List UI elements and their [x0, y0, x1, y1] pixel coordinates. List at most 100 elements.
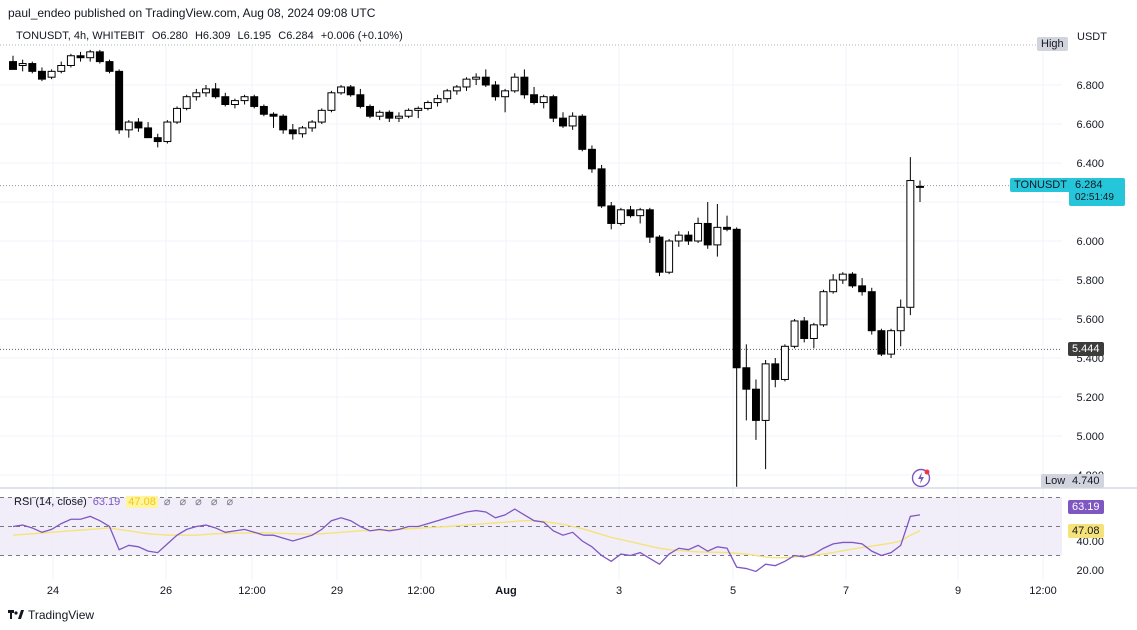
publisher-line: paul_endeo published on TradingView.com,…: [8, 6, 376, 20]
rsi-legend: RSI (14, close) 63.19 47.08 ⌀ ⌀ ⌀ ⌀ ⌀: [14, 495, 236, 508]
candle-body: [366, 105, 374, 117]
candle-body: [153, 137, 162, 143]
candle-body: [346, 86, 355, 96]
countdown: 02:51:49: [1075, 192, 1114, 203]
candle-body: [37, 70, 46, 80]
candle-body: [549, 96, 558, 119]
candle-body: [443, 90, 452, 100]
candle-body: [867, 291, 876, 332]
candle-body: [9, 61, 17, 70]
candle-body: [163, 121, 172, 143]
candle-body: [674, 234, 683, 242]
candle-body: [134, 121, 143, 129]
candle-body: [530, 94, 539, 104]
low-tag: Low: [1041, 474, 1070, 488]
candle-body: [829, 279, 838, 293]
candle-body: [501, 90, 510, 98]
candle-body: [385, 111, 394, 119]
price-tick-label: 6.800: [1076, 80, 1104, 92]
candle-body: [240, 96, 249, 102]
rsi-legend-dots: ⌀ ⌀ ⌀ ⌀ ⌀: [163, 496, 237, 508]
candle-body: [221, 96, 230, 105]
last-price-box: 6.284 02:51:49: [1069, 178, 1125, 206]
candle-body: [250, 96, 259, 107]
rsi-tick-label: 40.00: [1076, 536, 1104, 548]
candle-body: [877, 330, 886, 355]
candle-body: [607, 205, 616, 224]
candle-body: [539, 96, 548, 104]
candle-body: [18, 63, 27, 66]
candle-body: [288, 129, 297, 135]
candle-body: [76, 55, 85, 59]
time-tick-label: Aug: [495, 585, 516, 597]
rsi-line: [12, 508, 921, 573]
candle-body: [308, 121, 317, 129]
time-tick-label: 3: [616, 585, 622, 597]
price-tick-label: 5.600: [1076, 314, 1104, 326]
candle-body: [510, 76, 519, 92]
candle-body: [559, 117, 567, 127]
price-tick-label: 5.000: [1076, 431, 1104, 443]
currency-label[interactable]: USDT: [1077, 31, 1107, 43]
candle-body: [771, 363, 780, 380]
candle-body: [375, 111, 384, 117]
brand-footer: TradingView: [8, 608, 94, 622]
candle-body: [481, 76, 490, 86]
time-tick-label: 24: [47, 585, 59, 597]
candle-body: [616, 209, 625, 224]
symbol-tag: TONUSDT: [1010, 178, 1071, 192]
candle-body: [665, 240, 674, 273]
candle-body: [202, 88, 210, 94]
lightning-icon[interactable]: [911, 468, 931, 488]
candle-body: [896, 306, 905, 332]
time-tick-label: 5: [730, 585, 736, 597]
rsi-label[interactable]: RSI (14, close): [14, 496, 87, 508]
candle-body: [742, 367, 751, 390]
candle-body: [327, 92, 336, 111]
candle-body: [732, 228, 741, 369]
symbol-legend: TONUSDT, 4h, WHITEBIT O6.280 H6.309 L6.1…: [16, 30, 407, 42]
price-tick-label: 6.400: [1076, 158, 1104, 170]
candle-body: [916, 185, 924, 188]
time-tick-label: 12:00: [238, 585, 266, 597]
candle-body: [86, 51, 95, 59]
candle-body: [819, 291, 828, 326]
candle-body: [144, 127, 153, 139]
candle-body: [809, 324, 818, 340]
candle-body: [462, 78, 471, 88]
candle-body: [452, 86, 461, 92]
candle-body: [95, 51, 104, 63]
candle-body: [414, 107, 423, 111]
candle-body: [279, 115, 288, 131]
candle-body: [211, 88, 220, 98]
candle-body: [298, 127, 307, 135]
legend-high: H6.309: [194, 30, 231, 42]
high-tag: High: [1037, 37, 1068, 51]
low-value-tag: 4.740: [1068, 474, 1104, 488]
candle-body: [66, 55, 75, 66]
tradingview-logo-icon: [8, 610, 24, 619]
candle-body: [703, 222, 712, 246]
candle-body: [761, 363, 770, 421]
candle-body: [790, 320, 799, 347]
candle-body: [800, 320, 809, 340]
candle-body: [105, 61, 114, 72]
candle-body: [751, 388, 760, 421]
candle-body: [887, 330, 896, 355]
candle-body: [655, 236, 664, 273]
candle-body: [906, 180, 915, 308]
candle-body: [626, 209, 635, 217]
legend-low: L6.195: [237, 30, 272, 42]
candle-body: [491, 84, 500, 98]
time-tick-label: 7: [843, 585, 849, 597]
candle-body: [28, 63, 37, 72]
brand-name: TradingView: [28, 608, 95, 622]
candle-body: [269, 113, 278, 117]
candles: [9, 49, 924, 487]
legend-symbol[interactable]: TONUSDT, 4h, WHITEBIT: [16, 30, 145, 42]
candle-body: [317, 109, 326, 123]
rsi-legend-value: 63.19: [92, 496, 121, 508]
candle-body: [404, 109, 413, 117]
candle-body: [394, 115, 403, 119]
